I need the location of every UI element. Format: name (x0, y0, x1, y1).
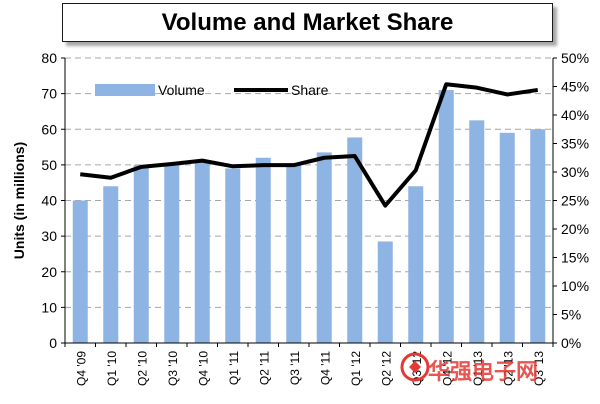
bar-volume (286, 164, 302, 343)
x-tick-label: Q2 '12 (379, 351, 393, 386)
watermark-logo-icon (400, 352, 430, 382)
bar-volume (225, 168, 241, 343)
x-tick-label: Q3 '13 (532, 351, 546, 386)
x-tick-label: Q1 '12 (349, 351, 363, 386)
x-tick-label: Q3 '10 (166, 351, 180, 386)
legend-label-share: Share (291, 82, 329, 98)
x-tick-label: Q1 '13 (471, 351, 485, 386)
y-tick-label-right: 10% (561, 278, 589, 294)
x-tick-label: Q3 '11 (288, 351, 302, 385)
y-tick-label-right: 25% (561, 193, 589, 209)
y-tick-label-right: 50% (561, 50, 589, 66)
x-tick-label: Q2 '11 (257, 351, 271, 385)
bar-volume (469, 120, 485, 343)
x-tick-label: Q4 '10 (196, 351, 210, 386)
y-tick-label-left: 60 (41, 121, 57, 137)
y-tick-label-left: 50 (41, 157, 57, 173)
bar-volume (408, 186, 424, 343)
bar-volume (133, 164, 149, 343)
y-tick-label-right: 0% (561, 335, 581, 351)
y-tick-label-left: 0 (49, 335, 57, 351)
y-tick-label-right: 45% (561, 79, 589, 95)
line-share (80, 82, 539, 208)
y-tick-label-right: 35% (561, 136, 589, 152)
y-tick-label-left: 20 (41, 264, 57, 280)
y-tick-label-right: 15% (561, 250, 589, 266)
y-axis-title: Units (in millions) (11, 142, 27, 259)
y-tick-label-left: 70 (41, 86, 57, 102)
bar-volume (103, 186, 119, 343)
legend-swatch-volume (95, 84, 155, 96)
x-tick-label: Q1 '11 (227, 351, 241, 385)
x-tick-label: Q4 '09 (74, 351, 88, 386)
y-tick-label-right: 20% (561, 221, 589, 237)
chart-title: Volume and Market Share (62, 3, 553, 42)
bar-volume (255, 157, 271, 343)
y-tick-label-left: 10 (41, 299, 57, 315)
bar-volume (164, 164, 180, 343)
watermark-text: 华强电子网 (428, 360, 539, 385)
y-tick-label-left: 40 (41, 193, 57, 209)
x-tick-label: Q4 '12 (440, 351, 454, 386)
x-tick-label: Q2 '13 (501, 351, 515, 386)
y-tick-label-left: 30 (41, 228, 57, 244)
bar-volume (72, 200, 88, 343)
bar-volume (316, 152, 332, 343)
x-tick-label: Q1 '10 (105, 351, 119, 386)
bar-volume (438, 90, 454, 343)
y-tick-label-right: 30% (561, 164, 589, 180)
y-tick-label-left: 80 (41, 50, 57, 66)
bar-volume (530, 129, 546, 343)
y-tick-label-right: 5% (561, 307, 581, 323)
legend-label-volume: Volume (158, 82, 205, 98)
bar-volume (194, 161, 210, 343)
bar-volume (499, 132, 515, 343)
y-tick-label-right: 40% (561, 107, 589, 123)
x-tick-label: Q2 '10 (135, 351, 149, 386)
bar-volume (377, 241, 393, 343)
x-tick-label: Q4 '11 (318, 351, 332, 385)
bar-volume (347, 137, 363, 343)
